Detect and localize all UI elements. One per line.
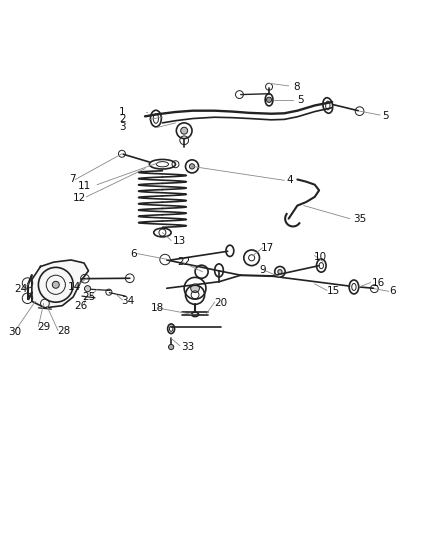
Text: 15: 15: [327, 286, 340, 296]
Text: 28: 28: [57, 326, 71, 336]
Text: 14: 14: [68, 282, 81, 292]
Text: 1: 1: [119, 107, 126, 117]
Text: 13: 13: [173, 236, 187, 246]
Text: 6: 6: [130, 249, 136, 260]
Text: 17: 17: [260, 243, 274, 253]
Circle shape: [189, 164, 194, 169]
Text: 18: 18: [151, 303, 164, 313]
Text: 7: 7: [69, 174, 75, 184]
Circle shape: [169, 344, 174, 350]
Text: 9: 9: [259, 264, 266, 274]
Text: 20: 20: [214, 297, 227, 308]
Circle shape: [278, 270, 282, 274]
Text: 12: 12: [72, 193, 85, 203]
Text: 3: 3: [119, 122, 126, 132]
Text: 24: 24: [14, 284, 28, 294]
Text: 2: 2: [119, 115, 126, 124]
Text: 34: 34: [121, 296, 134, 306]
Text: 30: 30: [8, 327, 21, 337]
Text: 10: 10: [314, 252, 327, 262]
Text: 29: 29: [37, 321, 50, 332]
Circle shape: [191, 284, 199, 293]
Text: 5: 5: [382, 111, 389, 122]
Text: 26: 26: [74, 301, 87, 311]
Text: 4: 4: [286, 175, 293, 185]
Text: 25: 25: [82, 292, 95, 302]
Text: 35: 35: [353, 214, 366, 224]
Circle shape: [266, 97, 272, 102]
Polygon shape: [32, 260, 88, 308]
Circle shape: [52, 281, 59, 288]
Text: 6: 6: [390, 286, 396, 296]
Text: 22: 22: [178, 257, 191, 267]
Circle shape: [85, 286, 91, 292]
Text: 5: 5: [297, 95, 304, 105]
Text: 11: 11: [78, 181, 91, 191]
Circle shape: [181, 127, 187, 134]
Text: 8: 8: [293, 82, 300, 92]
Text: 33: 33: [181, 342, 194, 352]
Text: 16: 16: [371, 278, 385, 288]
